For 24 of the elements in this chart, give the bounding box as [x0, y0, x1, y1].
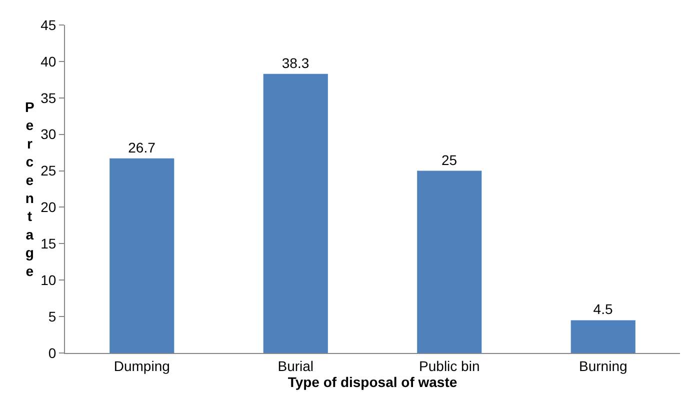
x-tick-label: Dumping: [114, 358, 170, 374]
bar: [110, 158, 174, 353]
data-label: 4.5: [593, 301, 613, 318]
data-label: 26.7: [128, 139, 156, 156]
text: Percentage: [25, 99, 34, 279]
y-tick-label: 5: [48, 308, 56, 324]
y-tick-label: 30: [40, 126, 56, 142]
bar: [263, 74, 328, 353]
x-tick-label: Burial: [278, 358, 314, 374]
y-tick-label: 10: [40, 272, 56, 288]
y-tick-label: 35: [40, 90, 56, 106]
y-tick-label: 20: [40, 199, 56, 216]
bar: [570, 320, 636, 353]
y-tick-label: 45: [40, 16, 56, 33]
y-tick-label: 25: [40, 162, 56, 179]
x-tick-label: Public bin: [419, 358, 480, 374]
x-tick-label: Burning: [578, 358, 628, 374]
data-label: 25: [441, 152, 458, 168]
y-tick-label: 0: [48, 344, 56, 361]
y-tick-label: 40: [40, 53, 56, 70]
y-tick-label: 15: [40, 236, 56, 252]
bar: [417, 170, 482, 353]
x-axis-title: Type of disposal of waste: [288, 374, 458, 390]
data-label: 38.3: [282, 54, 310, 71]
